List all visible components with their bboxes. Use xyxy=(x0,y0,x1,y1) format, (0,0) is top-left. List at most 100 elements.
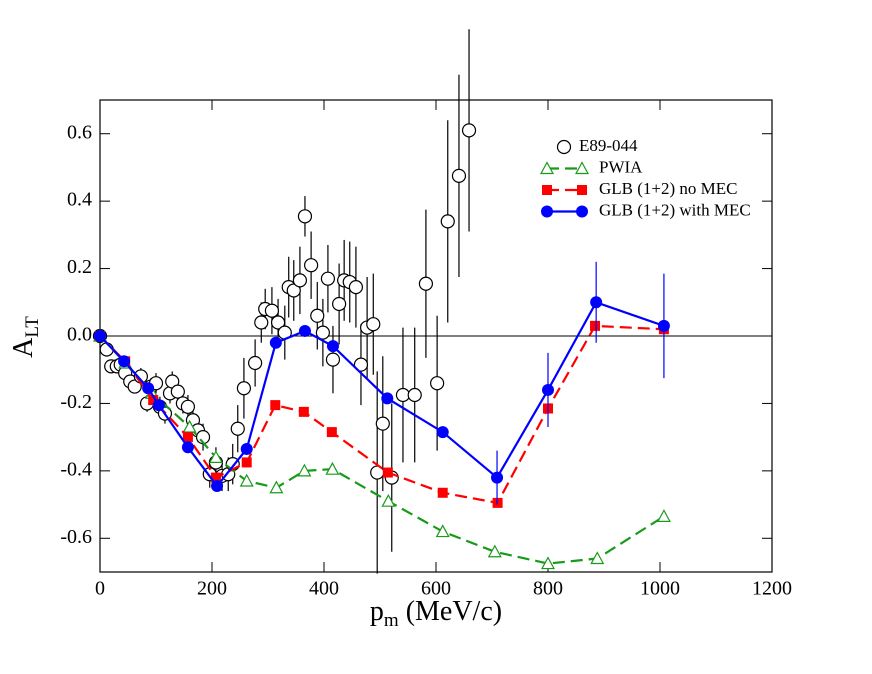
data-point xyxy=(211,480,224,493)
data-point xyxy=(375,416,390,431)
data-point xyxy=(298,406,309,417)
data-point xyxy=(590,320,601,331)
data-point xyxy=(348,280,364,295)
x-tick-label: 0 xyxy=(95,578,105,600)
data-point xyxy=(491,471,504,484)
legend-label: GLB (1+2) no MEC xyxy=(599,179,738,198)
data-point xyxy=(240,442,253,455)
data-point xyxy=(310,308,325,323)
legend-marker xyxy=(576,205,588,218)
data-point xyxy=(297,209,313,224)
x-tick-label: 1200 xyxy=(752,578,792,600)
x-label-rest: (MeV/c) xyxy=(399,596,502,627)
data-point xyxy=(239,473,254,487)
data-point xyxy=(148,395,159,406)
data-point xyxy=(381,493,396,507)
legend-marker xyxy=(542,185,552,195)
data-point xyxy=(435,524,450,538)
legend-marker xyxy=(541,205,553,218)
data-point xyxy=(236,381,252,396)
data-point xyxy=(325,461,340,475)
data-point xyxy=(326,427,337,438)
y-tick-label: -0.2 xyxy=(60,391,92,413)
legend-label: PWIA xyxy=(599,157,643,176)
data-point xyxy=(487,544,502,558)
data-point xyxy=(326,340,339,353)
x-label-main: p xyxy=(370,596,384,627)
data-point xyxy=(353,357,369,372)
legend-label: GLB (1+2) with MEC xyxy=(599,200,751,219)
y-tick-label: 0.6 xyxy=(67,121,92,143)
legend-marker xyxy=(577,185,587,195)
data-point xyxy=(182,419,197,433)
data-point xyxy=(170,384,185,399)
data-point xyxy=(395,387,411,403)
data-point xyxy=(297,463,312,477)
data-point xyxy=(315,325,330,340)
data-point xyxy=(325,352,341,367)
y-tick-label: 0.4 xyxy=(67,189,92,211)
y-label-main: A xyxy=(8,337,39,358)
data-point xyxy=(254,315,269,330)
x-tick-label: 800 xyxy=(533,578,563,600)
legend-marker xyxy=(556,139,572,155)
data-point xyxy=(127,379,142,394)
x-tick-label: 1000 xyxy=(640,578,680,600)
data-point xyxy=(152,399,165,412)
data-point xyxy=(407,387,422,403)
y-tick-label: 0.2 xyxy=(67,256,92,278)
data-point xyxy=(270,400,281,411)
data-point xyxy=(230,421,245,436)
x-axis-label: pm (MeV/c) xyxy=(370,596,502,631)
data-point xyxy=(264,303,280,318)
data-point xyxy=(269,336,282,349)
y-label-sub: LT xyxy=(22,316,43,338)
data-point xyxy=(540,556,556,570)
data-point xyxy=(451,168,467,183)
data-point xyxy=(657,319,670,332)
legend-marker xyxy=(539,161,555,175)
data-point xyxy=(292,273,308,288)
data-point xyxy=(286,283,301,298)
data-point xyxy=(332,296,347,312)
data-point xyxy=(437,487,448,498)
data-point xyxy=(418,276,434,291)
data-point xyxy=(142,382,155,395)
data-point xyxy=(590,296,603,309)
data-point xyxy=(94,330,106,342)
data-point xyxy=(118,355,131,368)
legend-marker xyxy=(574,161,590,175)
data-point xyxy=(436,426,449,439)
data-point xyxy=(298,324,311,337)
data-point xyxy=(656,509,671,522)
data-point xyxy=(210,472,221,483)
x-tick-label: 400 xyxy=(309,578,339,600)
x-tick-label: 200 xyxy=(197,578,227,600)
data-point xyxy=(269,480,284,494)
data-point xyxy=(590,551,605,565)
y-axis-label: ALT xyxy=(8,316,43,358)
data-point xyxy=(304,258,319,273)
y-tick-label: -0.6 xyxy=(60,526,92,548)
data-point xyxy=(430,376,445,391)
data-point xyxy=(181,441,194,454)
data-point xyxy=(182,432,193,443)
data-point xyxy=(440,214,455,229)
data-point xyxy=(542,383,554,396)
x-tick-label: 600 xyxy=(421,578,451,600)
y-tick-label: 0.0 xyxy=(67,324,92,346)
data-point xyxy=(381,392,394,405)
data-point xyxy=(180,399,196,414)
data-point xyxy=(248,355,263,371)
y-tick-label: -0.4 xyxy=(60,458,92,480)
data-point xyxy=(320,271,336,286)
data-point xyxy=(461,123,477,138)
data-point xyxy=(241,457,252,468)
data-point xyxy=(382,467,393,478)
data-point xyxy=(270,315,286,330)
legend-label: E89-044 xyxy=(579,136,638,155)
data-point xyxy=(208,450,223,463)
x-label-sub: m xyxy=(384,610,399,631)
